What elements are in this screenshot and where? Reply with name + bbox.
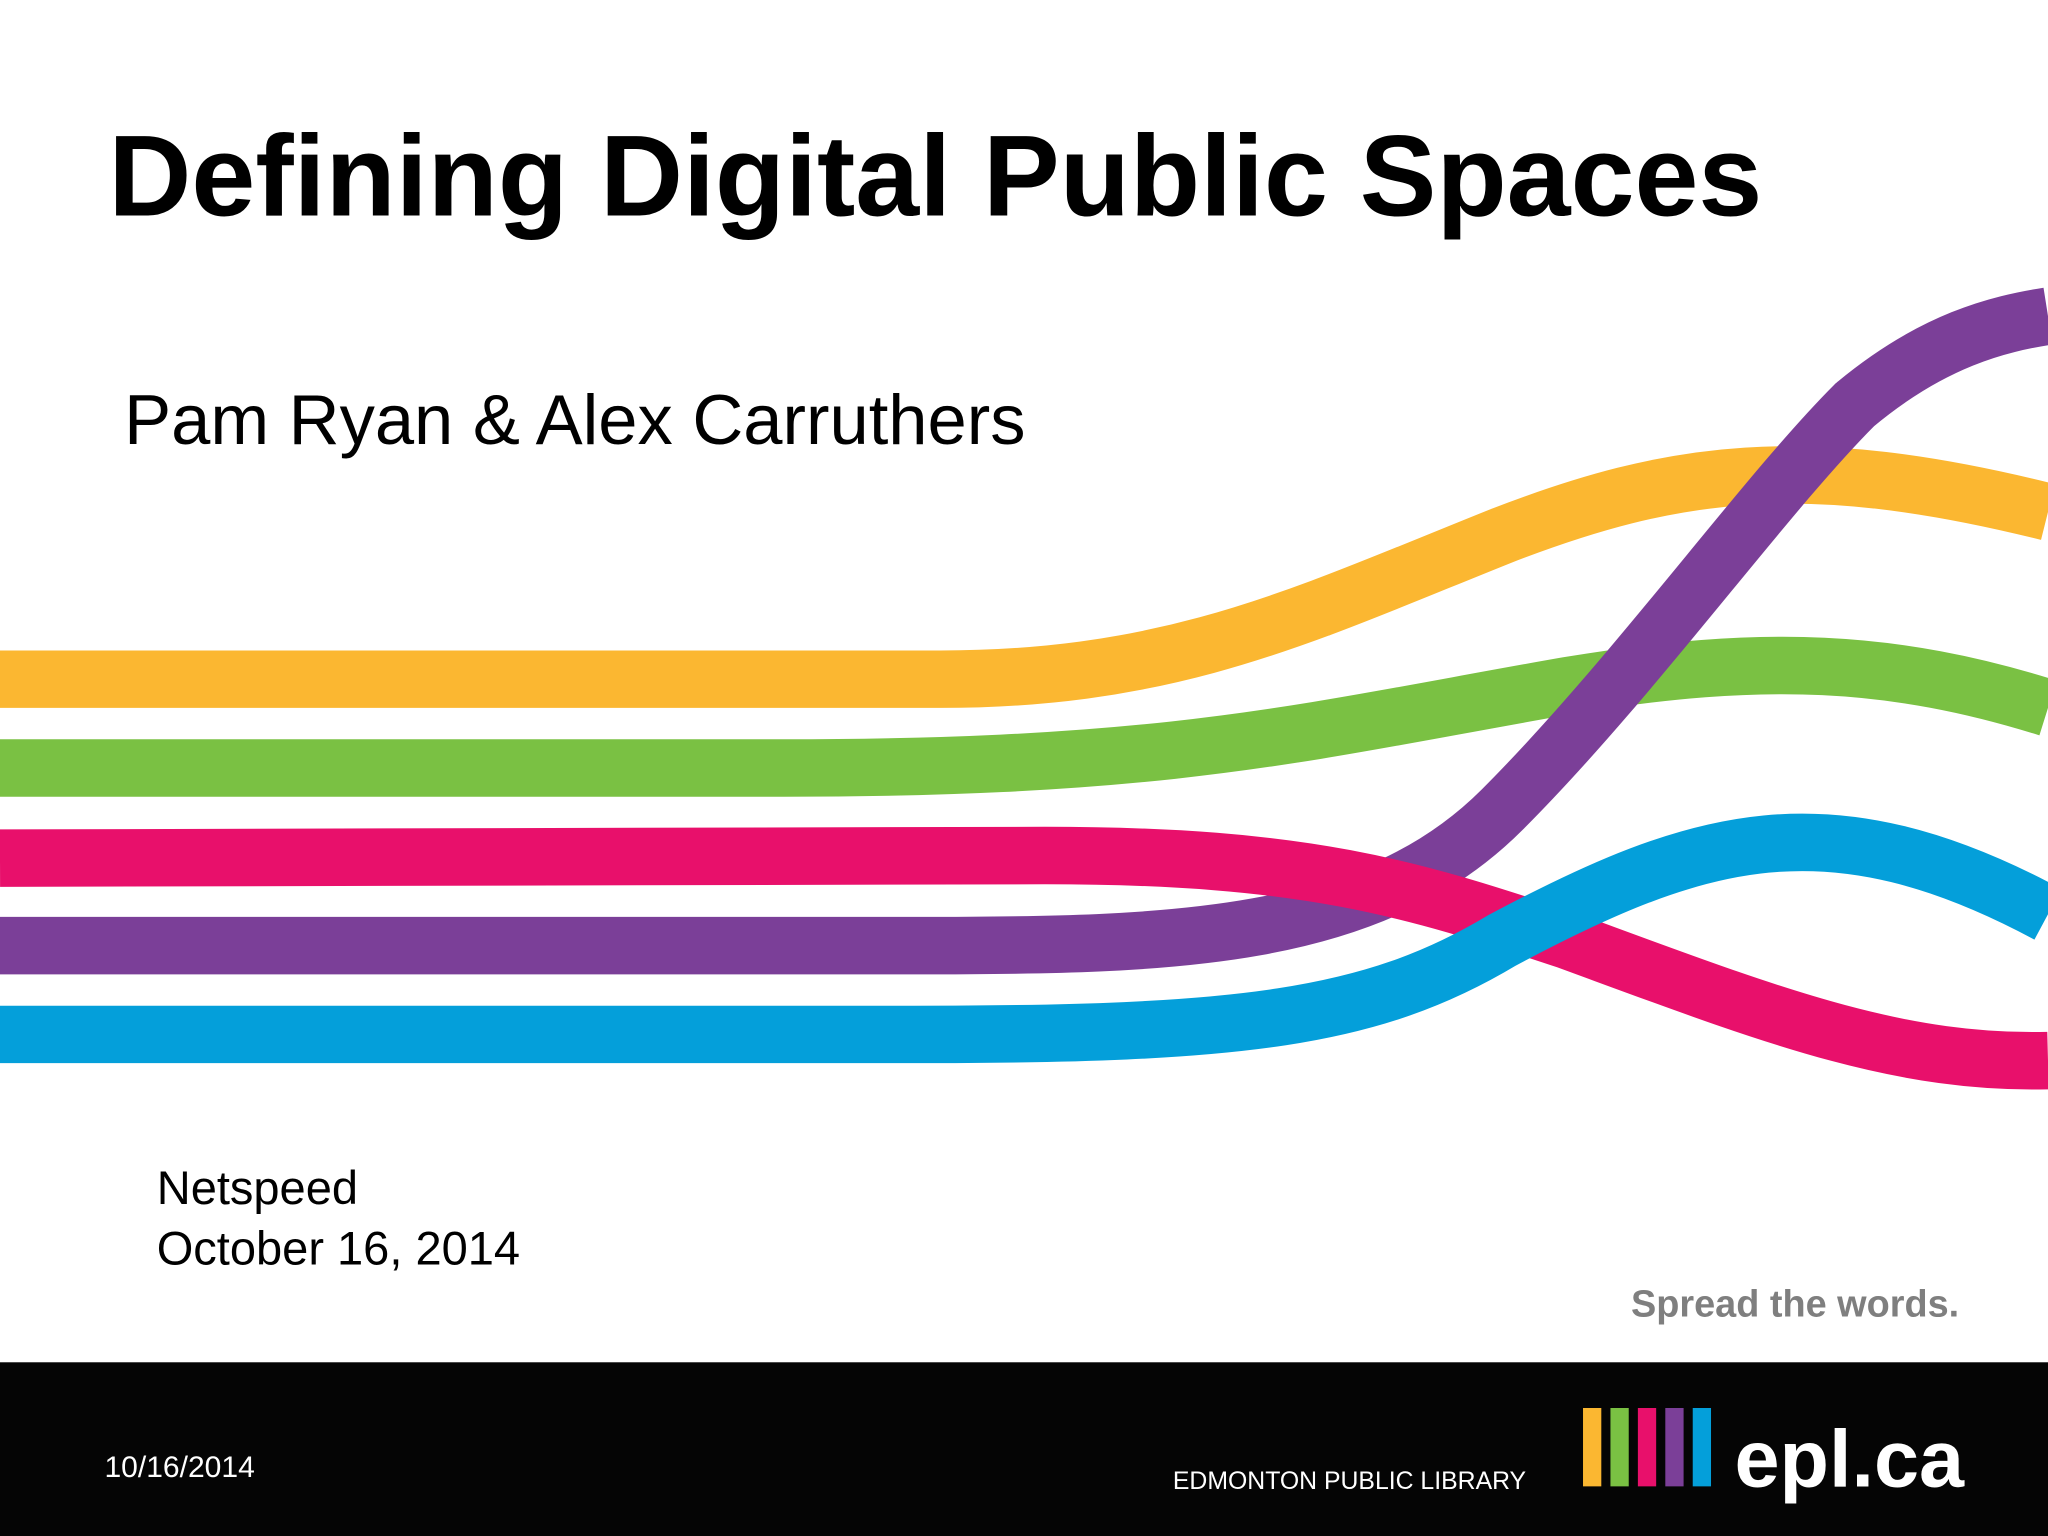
ribbon-yellow	[0, 446, 2048, 708]
logo-bar	[1583, 1408, 1602, 1487]
ribbons	[0, 287, 2048, 1090]
authors: Pam Ryan & Alex Carruthers	[124, 380, 1025, 459]
logo-bar	[1637, 1408, 1657, 1487]
ribbon-pink	[0, 826, 2048, 1090]
title: Defining Digital Public Spaces	[108, 113, 1762, 241]
footer-date: 10/16/2014	[104, 1451, 254, 1484]
event: Netspeed	[157, 1161, 358, 1214]
ribbon-green	[0, 636, 2048, 797]
logo-bar	[1665, 1408, 1684, 1487]
ribbon-blue	[0, 813, 2048, 1064]
footer-website: epl.ca	[1735, 1414, 1966, 1504]
ribbon-purple	[0, 287, 2048, 975]
footer-organization: EDMONTON PUBLIC LIBRARY	[1173, 1468, 1526, 1495]
logo-bar	[1692, 1408, 1712, 1487]
logo-bar	[1610, 1408, 1629, 1487]
logo-bars	[1583, 1408, 1712, 1487]
tagline: Spread the words.	[1631, 1284, 1959, 1326]
event-date: October 16, 2014	[157, 1221, 520, 1274]
